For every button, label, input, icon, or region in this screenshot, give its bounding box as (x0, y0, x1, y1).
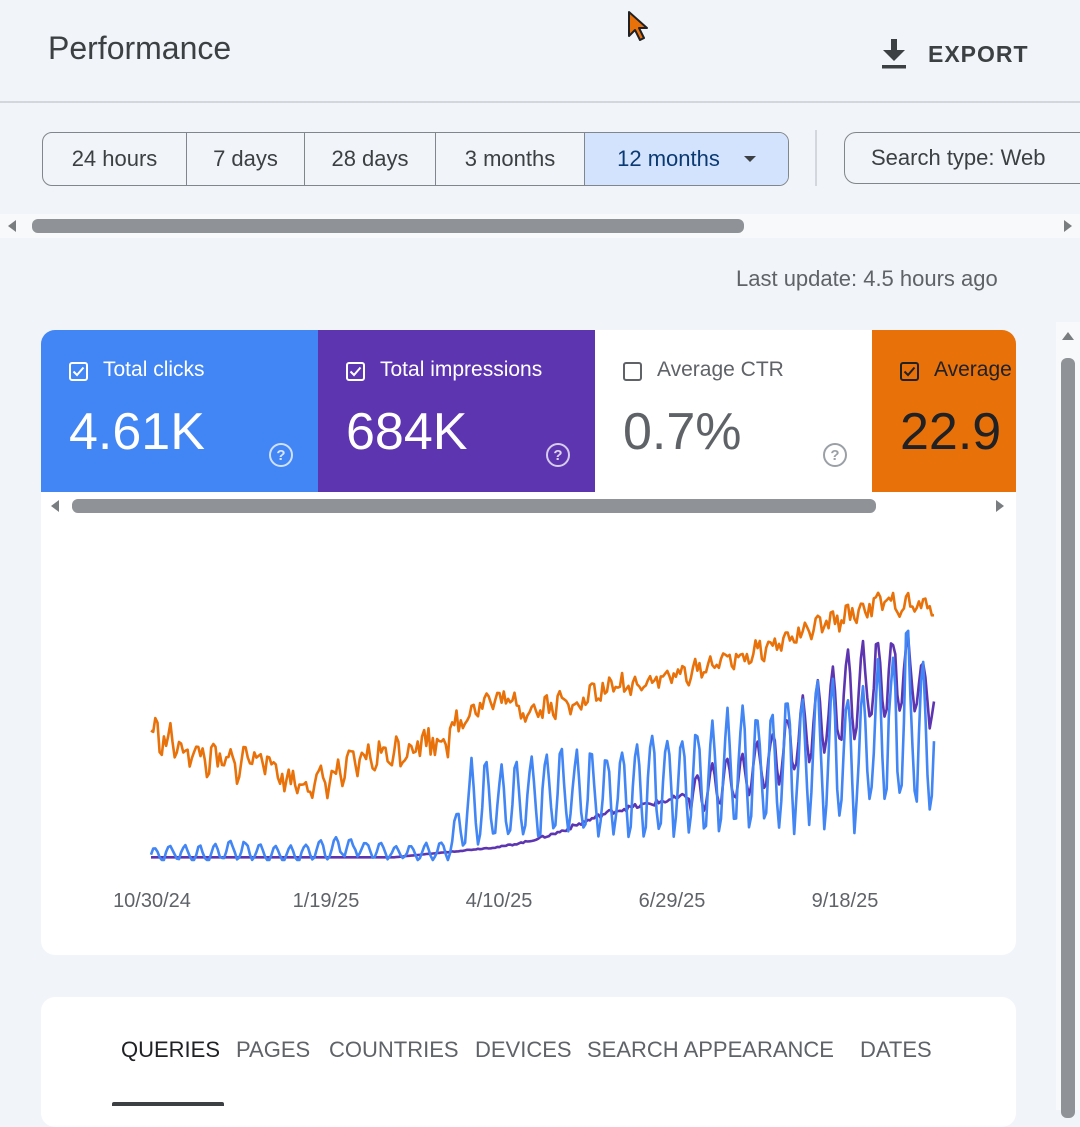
tab-devices[interactable]: DEVICES (475, 1037, 572, 1062)
metric-label: Total impressions (380, 358, 543, 381)
scroll-up-icon[interactable] (1062, 332, 1074, 340)
metric-value: 0.7% (623, 403, 742, 461)
search-type-label: Search type: Web (871, 145, 1046, 170)
page-scrollbar[interactable] (1056, 322, 1080, 1118)
scroll-left-icon[interactable] (51, 500, 59, 512)
dimension-tabs-card: QUERIES PAGES COUNTRIES DEVICES SEARCH A… (41, 997, 1016, 1127)
checkbox-checked[interactable] (346, 362, 365, 381)
check-icon (349, 366, 362, 377)
range-7-days[interactable]: 7 days (187, 133, 305, 185)
metric-label: Average CTR (657, 358, 784, 381)
checkbox-checked[interactable] (900, 362, 919, 381)
range-3-months[interactable]: 3 months (436, 133, 585, 185)
series-line-total-impressions (151, 635, 936, 859)
range-label: 28 days (331, 146, 409, 171)
metrics-row: Total clicks 4.61K ? Total impressions 6… (41, 330, 1016, 492)
filter-divider (815, 130, 817, 186)
checkbox-unchecked[interactable] (623, 362, 642, 381)
performance-chart: 10/30/24 1/19/25 4/10/25 6/29/25 9/18/25 (113, 591, 936, 912)
tab-pages[interactable]: PAGES (236, 1037, 311, 1062)
scroll-right-icon[interactable] (1064, 220, 1072, 232)
metric-card-impressions[interactable]: Total impressions 684K ? (318, 330, 595, 492)
series-line-average-position (150, 591, 935, 800)
last-update-text: Last update: 4.5 hours ago (736, 266, 998, 291)
series-line-total-clicks (149, 629, 936, 862)
tab-search-appearance[interactable]: SEARCH APPEARANCE (587, 1037, 834, 1062)
filter-scrollbar[interactable] (0, 214, 1080, 238)
mouse-cursor-icon (628, 11, 648, 41)
active-tab-indicator (112, 1102, 224, 1106)
metric-card-ctr[interactable]: Average CTR 0.7% ? (595, 330, 872, 492)
metric-card-position[interactable]: Average 22.9 (872, 330, 1016, 492)
range-24-hours[interactable]: 24 hours (43, 133, 187, 185)
header-divider (0, 101, 1080, 103)
metric-value: 4.61K (69, 403, 205, 461)
tab-dates[interactable]: DATES (860, 1037, 932, 1062)
scroll-right-icon[interactable] (996, 500, 1004, 512)
chart-card: 10/30/24 1/19/25 4/10/25 6/29/25 9/18/25 (41, 492, 1016, 955)
metric-label: Total clicks (103, 358, 205, 381)
metric-label: Average (934, 358, 1012, 381)
range-28-days[interactable]: 28 days (305, 133, 436, 185)
search-type-filter[interactable]: Search type: Web (844, 132, 1080, 184)
range-12-months[interactable]: 12 months (585, 133, 788, 185)
metric-value: 22.9 (900, 403, 1002, 461)
range-label: 3 months (464, 146, 556, 171)
scroll-left-icon[interactable] (8, 220, 16, 232)
scroll-thumb-vertical[interactable] (1061, 358, 1075, 1118)
scroll-thumb[interactable] (72, 499, 876, 513)
x-tick-label: 4/10/25 (466, 890, 533, 912)
metric-card-clicks[interactable]: Total clicks 4.61K ? (41, 330, 318, 492)
page-title: Performance (48, 30, 232, 66)
checkbox-checked[interactable] (69, 362, 88, 381)
help-icon[interactable]: ? (546, 443, 570, 467)
export-button[interactable]: EXPORT (880, 34, 1029, 74)
metrics-scrollbar[interactable] (41, 494, 1016, 518)
range-label: 24 hours (71, 146, 158, 171)
help-icon[interactable]: ? (269, 443, 293, 467)
help-icon[interactable]: ? (823, 443, 847, 467)
date-range-selector: 24 hours 7 days 28 days 3 months 12 mont… (42, 132, 789, 186)
range-label: 12 months (617, 146, 720, 171)
x-tick-label: 6/29/25 (639, 890, 706, 912)
export-label: EXPORT (928, 40, 1029, 67)
check-icon (903, 366, 916, 377)
scroll-thumb[interactable] (32, 219, 744, 233)
range-label: 7 days (213, 146, 278, 171)
check-icon (72, 366, 85, 377)
x-tick-label: 10/30/24 (113, 890, 191, 912)
download-icon (882, 39, 906, 69)
tab-countries[interactable]: COUNTRIES (329, 1037, 459, 1062)
tab-queries[interactable]: QUERIES (121, 1037, 221, 1062)
metric-value: 684K (346, 403, 468, 461)
x-tick-label: 9/18/25 (812, 890, 879, 912)
x-tick-label: 1/19/25 (293, 890, 360, 912)
dropdown-caret-icon (743, 156, 756, 162)
